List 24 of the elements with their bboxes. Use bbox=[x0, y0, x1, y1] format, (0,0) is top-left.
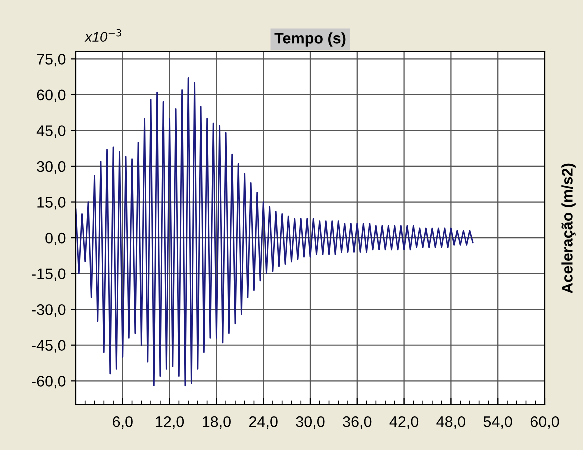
x-tick-label: 48,0 bbox=[436, 416, 466, 430]
y-tick-label: 30,0 bbox=[37, 161, 66, 174]
x-tick-label: 18,0 bbox=[203, 416, 231, 430]
x-tick-label: 36,0 bbox=[343, 416, 372, 430]
y-axis-title: Aceleração (m/s2) bbox=[562, 164, 576, 294]
x-tick-label: 30,0 bbox=[296, 416, 325, 430]
x-tick-label: 54,0 bbox=[484, 416, 512, 430]
x-tick-label: 12,0 bbox=[156, 416, 184, 430]
y-tick-label: 15,0 bbox=[38, 197, 66, 210]
x-tick-label: 60,0 bbox=[530, 416, 560, 430]
line-series bbox=[76, 78, 474, 387]
y-tick-label: 0,0 bbox=[46, 232, 66, 246]
x-axis-title: Tempo (s) bbox=[274, 32, 346, 47]
y-tick-label: 75,0 bbox=[37, 54, 66, 67]
y-tick-label: -15,0 bbox=[32, 268, 66, 282]
y-tick-label: -30,0 bbox=[32, 304, 66, 318]
y-tick-label: -45,0 bbox=[32, 340, 66, 353]
text: x10$^{−3}$ bbox=[84, 29, 122, 42]
y-tick-label: 60,0 bbox=[37, 90, 66, 102]
x-tick-label: 24,0 bbox=[250, 416, 278, 430]
y-tick-label: 45,0 bbox=[36, 126, 66, 138]
x-tick-label: 6,0 bbox=[113, 416, 133, 430]
y-tick-label: -60,0 bbox=[32, 376, 66, 389]
x-tick-label: 42,0 bbox=[390, 416, 419, 430]
